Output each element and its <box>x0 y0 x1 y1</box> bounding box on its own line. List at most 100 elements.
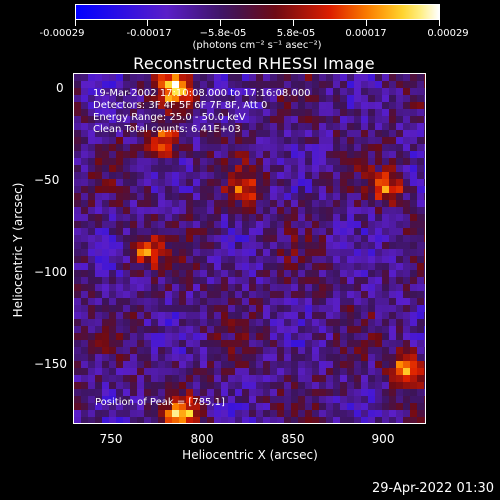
heatmap-cell <box>284 221 291 228</box>
heatmap-cell <box>340 277 347 284</box>
heatmap-cell <box>88 333 95 340</box>
heatmap-cell <box>319 172 326 179</box>
heatmap-cell <box>333 291 340 298</box>
heatmap-cell <box>158 172 165 179</box>
heatmap-cell <box>235 95 242 102</box>
heatmap-cell <box>214 382 221 389</box>
heatmap-cell <box>403 291 410 298</box>
heatmap-cell <box>361 305 368 312</box>
heatmap-cell <box>158 347 165 354</box>
heatmap-cell <box>228 270 235 277</box>
heatmap-cell <box>368 270 375 277</box>
heatmap-cell <box>193 186 200 193</box>
heatmap-cell <box>81 179 88 186</box>
heatmap-cell <box>123 165 130 172</box>
heatmap-cell <box>214 284 221 291</box>
heatmap-cell <box>270 326 277 333</box>
heatmap-cell <box>291 417 298 423</box>
heatmap-cell <box>403 333 410 340</box>
heatmap-cell <box>221 305 228 312</box>
heatmap-cell <box>417 396 424 403</box>
heatmap-cell <box>95 130 102 137</box>
heatmap-cell <box>88 361 95 368</box>
colorbar-label: −5.8e-05 <box>199 28 247 39</box>
heatmap-cell <box>116 319 123 326</box>
heatmap-cell <box>200 410 207 417</box>
heatmap-cell <box>137 270 144 277</box>
heatmap-cell <box>403 88 410 95</box>
heatmap-cell <box>326 116 333 123</box>
heatmap-cell <box>347 109 354 116</box>
heatmap-cell <box>144 347 151 354</box>
heatmap-cell <box>158 228 165 235</box>
heatmap-cell <box>207 81 214 88</box>
heatmap-cell <box>144 172 151 179</box>
heatmap-cell <box>151 389 158 396</box>
heatmap-cell <box>368 165 375 172</box>
heatmap-cell <box>277 200 284 207</box>
heatmap-cell <box>305 389 312 396</box>
heatmap-cell <box>375 137 382 144</box>
heatmap-cell <box>312 151 319 158</box>
heatmap-cell <box>165 417 172 423</box>
heatmap-cell <box>221 207 228 214</box>
heatmap-cell <box>242 214 249 221</box>
heatmap-cell <box>102 242 109 249</box>
heatmap-cell <box>340 361 347 368</box>
heatmap-cell <box>326 410 333 417</box>
heatmap-cell <box>312 354 319 361</box>
heatmap-cell <box>382 130 389 137</box>
heatmap-cell <box>186 172 193 179</box>
heatmap-cell <box>249 116 256 123</box>
heatmap-cell <box>165 95 172 102</box>
heatmap-cell <box>368 130 375 137</box>
heatmap-cell <box>319 228 326 235</box>
heatmap-cell <box>375 312 382 319</box>
heatmap-cell <box>396 284 403 291</box>
heatmap-cell <box>221 214 228 221</box>
heatmap-cell <box>193 116 200 123</box>
heatmap-cell <box>361 270 368 277</box>
heatmap-cell <box>347 270 354 277</box>
heatmap-cell <box>123 382 130 389</box>
heatmap-cell <box>95 326 102 333</box>
heatmap-cell <box>340 186 347 193</box>
heatmap-cell <box>263 347 270 354</box>
heatmap-cell <box>235 263 242 270</box>
heatmap-cell <box>312 305 319 312</box>
heatmap-cell <box>130 214 137 221</box>
heatmap-cell <box>312 291 319 298</box>
heatmap-cell <box>102 319 109 326</box>
heatmap-cell <box>116 74 123 81</box>
heatmap-cell <box>389 221 396 228</box>
heatmap-cell <box>410 333 417 340</box>
heatmap-cell <box>193 270 200 277</box>
heatmap-cell <box>375 340 382 347</box>
heatmap-cell <box>186 214 193 221</box>
heatmap-cell <box>305 144 312 151</box>
heatmap-cell <box>214 270 221 277</box>
heatmap-cell <box>172 95 179 102</box>
heatmap-cell <box>228 403 235 410</box>
heatmap-cell <box>277 263 284 270</box>
heatmap-cell <box>263 298 270 305</box>
heatmap-cell <box>130 347 137 354</box>
heatmap-cell <box>333 214 340 221</box>
heatmap-cell <box>221 193 228 200</box>
heatmap-cell <box>249 179 256 186</box>
heatmap-cell <box>109 340 116 347</box>
heatmap-cell <box>319 102 326 109</box>
heatmap-cell <box>81 235 88 242</box>
heatmap-cell <box>130 361 137 368</box>
heatmap-cell <box>361 284 368 291</box>
heatmap-cell <box>81 410 88 417</box>
heatmap-cell <box>340 228 347 235</box>
heatmap-cell <box>361 291 368 298</box>
heatmap-cell <box>417 305 424 312</box>
heatmap-cell <box>256 312 263 319</box>
heatmap-cell <box>81 361 88 368</box>
heatmap-cell <box>242 123 249 130</box>
heatmap-cell <box>284 368 291 375</box>
heatmap-cell <box>158 81 165 88</box>
heatmap-cell <box>109 270 116 277</box>
